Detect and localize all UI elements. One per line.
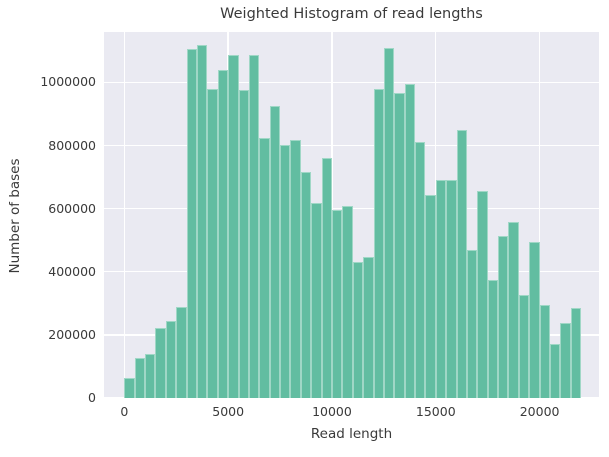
histogram-bar [446,180,457,398]
y-tick-label: 1000000 [40,74,96,90]
histogram-bar [508,221,519,398]
histogram-bar [124,378,135,398]
histogram-bar [477,191,488,398]
histogram-bar [404,84,416,398]
histogram-bar [415,141,426,398]
histogram-bar [518,295,530,398]
histogram-bar [300,171,312,398]
histogram-bar [435,180,447,398]
y-gridline [104,144,599,147]
histogram-bar [238,90,249,398]
histogram-bar [311,203,322,398]
y-tick-label: 0 [88,390,96,405]
histogram-bar [331,209,343,398]
histogram-bar [186,49,197,398]
histogram-bar [456,130,467,398]
y-gridline [104,81,599,84]
histogram-bar [394,93,405,398]
histogram-bar [207,89,218,398]
histogram-bar [290,139,301,398]
histogram-bar [425,195,436,398]
histogram-bar [280,144,291,398]
histogram-bar [228,55,239,398]
x-tick-label: 0 [120,404,129,419]
histogram-bar [259,138,270,398]
histogram-bar [248,55,260,398]
histogram-bar [549,344,561,398]
histogram-bar [176,306,187,398]
y-tick-label: 800000 [48,137,96,153]
plot-area [104,32,599,399]
histogram-bar [352,261,364,398]
histogram-bar [217,69,229,398]
histogram-bar [373,88,384,398]
histogram-bar [498,235,509,398]
x-tick-label: 5000 [212,404,245,419]
histogram-bar [165,321,177,398]
y-tick-label: 400000 [48,263,96,279]
x-gridline [435,32,437,398]
x-axis-label: Read length [310,426,393,442]
x-tick-label: 20000 [519,404,560,419]
chart-title: Weighted Histogram of read lengths [220,6,483,22]
x-tick-label: 10000 [312,404,352,419]
histogram-bar [560,323,571,398]
histogram-bar [570,308,582,398]
histogram-bar [134,358,146,398]
histogram-bar [145,354,156,398]
histogram-bar [466,250,478,398]
histogram-bar [529,242,540,398]
histogram-bar [363,256,374,398]
histogram-bar [197,45,208,398]
y-tick-label: 600000 [48,200,96,216]
x-gridline [123,32,126,398]
histogram-bar [155,327,166,398]
y-tick-label: 200000 [48,326,96,342]
x-tick-label: 15000 [415,404,456,419]
histogram-bar [342,205,353,398]
histogram-bar [269,105,281,398]
histogram-bar [487,280,499,398]
histogram-bar [539,304,550,398]
histogram-bar [383,48,395,398]
histogram-bar [321,158,332,398]
x-gridline [538,32,541,398]
